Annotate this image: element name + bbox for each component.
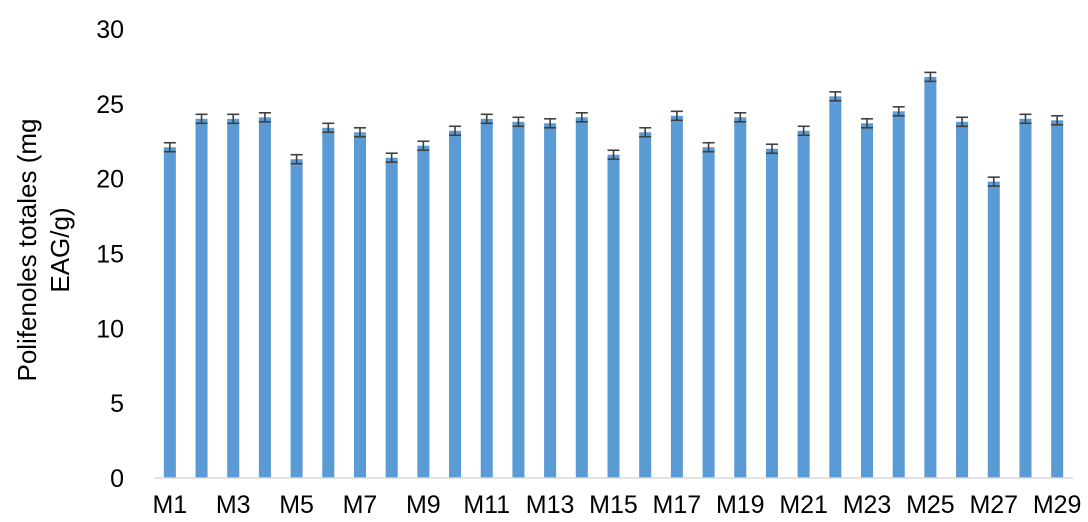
y-axis-title: Polifenoles totales (mg EAG/g) [12,118,75,381]
bar-series [163,76,1064,479]
error-bar-m17 [670,110,683,122]
bar-m15 [607,154,620,478]
x-tick-label: M13 [526,491,575,519]
bar-m28 [1019,118,1032,479]
error-bar-m11 [480,113,493,125]
error-bar-m9 [417,140,430,152]
x-tick-label: M27 [969,491,1018,519]
error-bar-m15 [607,149,620,161]
y-axis-title-line-1: Polifenoles totales (mg [12,118,42,381]
x-tick-label: M5 [279,491,314,519]
bar-m5 [290,159,303,478]
bar-m10 [449,130,462,479]
error-bar-m27 [987,176,1000,187]
error-bars [163,71,1064,187]
bar-m20 [765,148,778,478]
bar-m1 [163,147,176,478]
bar-m2 [195,118,208,479]
error-bar-m26 [956,116,969,128]
x-tick-label: M19 [716,491,765,519]
error-bar-m4 [258,112,271,123]
y-tick-label: 30 [96,16,124,44]
bar-m25 [924,76,937,478]
x-tick-label: M1 [152,491,187,519]
error-bar-m10 [449,125,462,137]
y-axis-title-line-2: EAG/g) [45,207,75,292]
error-bar-m7 [353,126,366,138]
error-bar-m8 [385,152,398,164]
error-bar-m16 [639,126,652,138]
y-tick-label: 25 [96,91,124,119]
bar-m27 [987,181,1000,478]
error-bar-m22 [829,91,842,102]
error-bar-m25 [924,71,937,83]
error-bar-m24 [892,106,905,117]
bar-m26 [956,121,969,478]
bar-m29 [1051,120,1064,479]
x-tick-label: M25 [906,491,955,519]
error-bar-m28 [1019,113,1032,125]
bar-m24 [892,111,905,479]
x-tick-label: M29 [1033,491,1082,519]
y-tick-label: 10 [96,315,124,343]
bar-m9 [417,145,430,479]
x-tick-label: M15 [589,491,638,519]
error-bar-m20 [765,143,778,155]
bar-m22 [829,96,842,478]
error-bar-m3 [227,113,240,125]
bar-m3 [227,118,240,479]
error-bar-m18 [702,141,715,153]
error-bar-m2 [195,113,208,125]
x-tick-label: M9 [406,491,441,519]
error-bar-m21 [797,125,810,137]
y-tick-label: 5 [110,390,124,418]
bar-m18 [702,147,715,478]
bar-m23 [860,123,874,478]
bar-m6 [322,127,335,478]
x-tick-label: M23 [843,491,892,519]
x-tick-label: M21 [779,491,828,519]
bar-m14 [575,117,588,478]
x-tick-label: M7 [343,491,378,519]
bar-m16 [639,132,652,478]
y-tick-label: 15 [96,241,124,269]
bar-m17 [670,115,683,478]
bar-m8 [385,157,398,479]
error-bar-m23 [861,118,874,129]
bar-m12 [512,121,525,478]
y-tick-label: 0 [110,465,124,493]
bar-m7 [353,132,367,478]
error-bar-m12 [512,116,525,128]
x-tick-labels: M1 M3 M5 M7 M9 M11 M13 M15 M17 M19 M21 M23 M25 M27 M29 [152,491,1081,519]
bar-m13 [544,123,557,478]
error-bar-m14 [575,112,588,123]
y-tick-labels: 0 5 10 15 20 25 30 [96,16,124,493]
error-bar-m5 [290,153,303,165]
x-tick-label: M11 [463,491,510,519]
error-bar-m29 [1051,115,1064,126]
bar-m11 [480,118,493,479]
x-tick-label: M3 [216,491,251,519]
error-bar-m19 [734,112,747,123]
y-tick-label: 20 [96,166,124,194]
bar-m21 [797,130,810,479]
bar-m4 [258,117,271,478]
error-bar-m1 [163,141,176,153]
x-tick-label: M17 [653,491,702,519]
bar-m19 [734,117,747,478]
error-bar-m13 [544,118,557,129]
error-bar-m6 [322,122,335,134]
